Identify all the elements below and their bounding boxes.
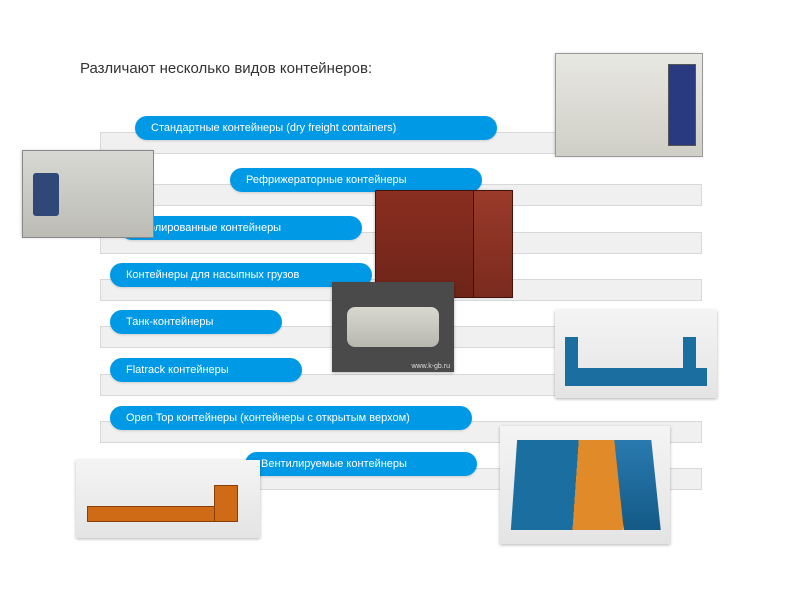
type-bar-reefer: Рефрижераторные контейнеры (230, 168, 482, 192)
image-white-storage (555, 53, 701, 155)
type-bar-opentop: Open Top контейнеры (контейнеры с открыт… (110, 406, 472, 430)
type-bar-insulated: Изолированные контейнеры (120, 216, 362, 240)
page-title: Различают несколько видов контейнеров: (80, 60, 372, 77)
image-opentop (76, 460, 260, 538)
image-flatrack (555, 310, 717, 398)
type-bar-tank: Танк-контейнеры (110, 310, 282, 334)
image-red-container (375, 190, 511, 296)
type-bar-flatrack: Flatrack контейнеры (110, 358, 302, 382)
image-reefer (22, 150, 152, 236)
image-ventilated (500, 426, 670, 544)
type-bar-standard: Стандартные контейнеры (dry freight cont… (135, 116, 497, 140)
image-tank (332, 282, 454, 372)
type-bar-ventilated: Вентилируемые контейнеры (245, 452, 477, 476)
